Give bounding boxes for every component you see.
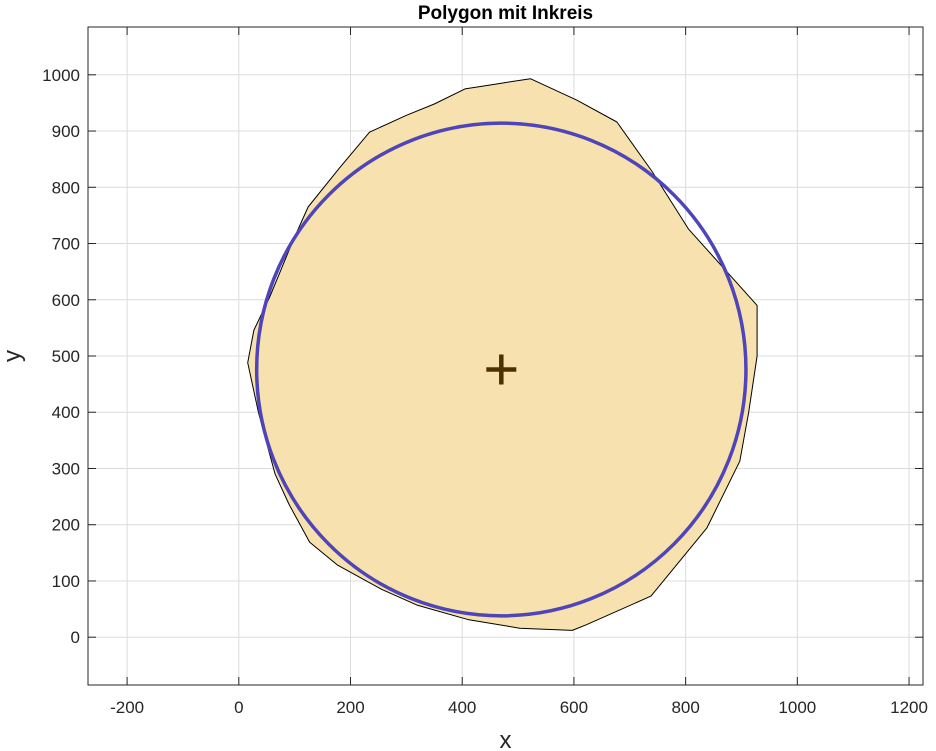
x-tick-labels: -200 0 200 400 600 800 1000 1200 — [110, 698, 928, 717]
tick-marks — [88, 27, 923, 685]
y-tick-label: 1000 — [42, 66, 80, 85]
y-tick-label: 400 — [52, 403, 80, 422]
y-tick-label: 600 — [52, 291, 80, 310]
x-tick-label: 600 — [560, 698, 588, 717]
y-tick-label: 500 — [52, 347, 80, 366]
chart-title: Polygon mit Inkreis — [418, 3, 593, 24]
y-tick-label: 0 — [71, 628, 80, 647]
center-marker — [486, 354, 517, 385]
x-tick-label: 0 — [234, 698, 243, 717]
y-tick-label: 800 — [52, 178, 80, 197]
x-tick-label: 1000 — [778, 698, 816, 717]
x-tick-label: 1200 — [890, 698, 928, 717]
y-tick-label: 300 — [52, 459, 80, 478]
x-tick-label: 400 — [448, 698, 476, 717]
x-tick-label: -200 — [110, 698, 144, 717]
x-tick-label: 200 — [336, 698, 364, 717]
center-marker-layer — [486, 354, 517, 385]
incircle-layer — [254, 121, 748, 618]
y-tick-label: 200 — [52, 516, 80, 535]
y-axis-label: y — [0, 350, 26, 362]
y-tick-label: 100 — [52, 572, 80, 591]
y-tick-labels: 0 100 200 300 400 500 600 700 800 900 1000 — [42, 66, 80, 647]
incircle — [254, 121, 748, 618]
x-axis-label: x — [500, 727, 512, 751]
y-tick-label: 700 — [52, 235, 80, 254]
y-tick-label: 900 — [52, 122, 80, 141]
x-tick-label: 800 — [671, 698, 699, 717]
